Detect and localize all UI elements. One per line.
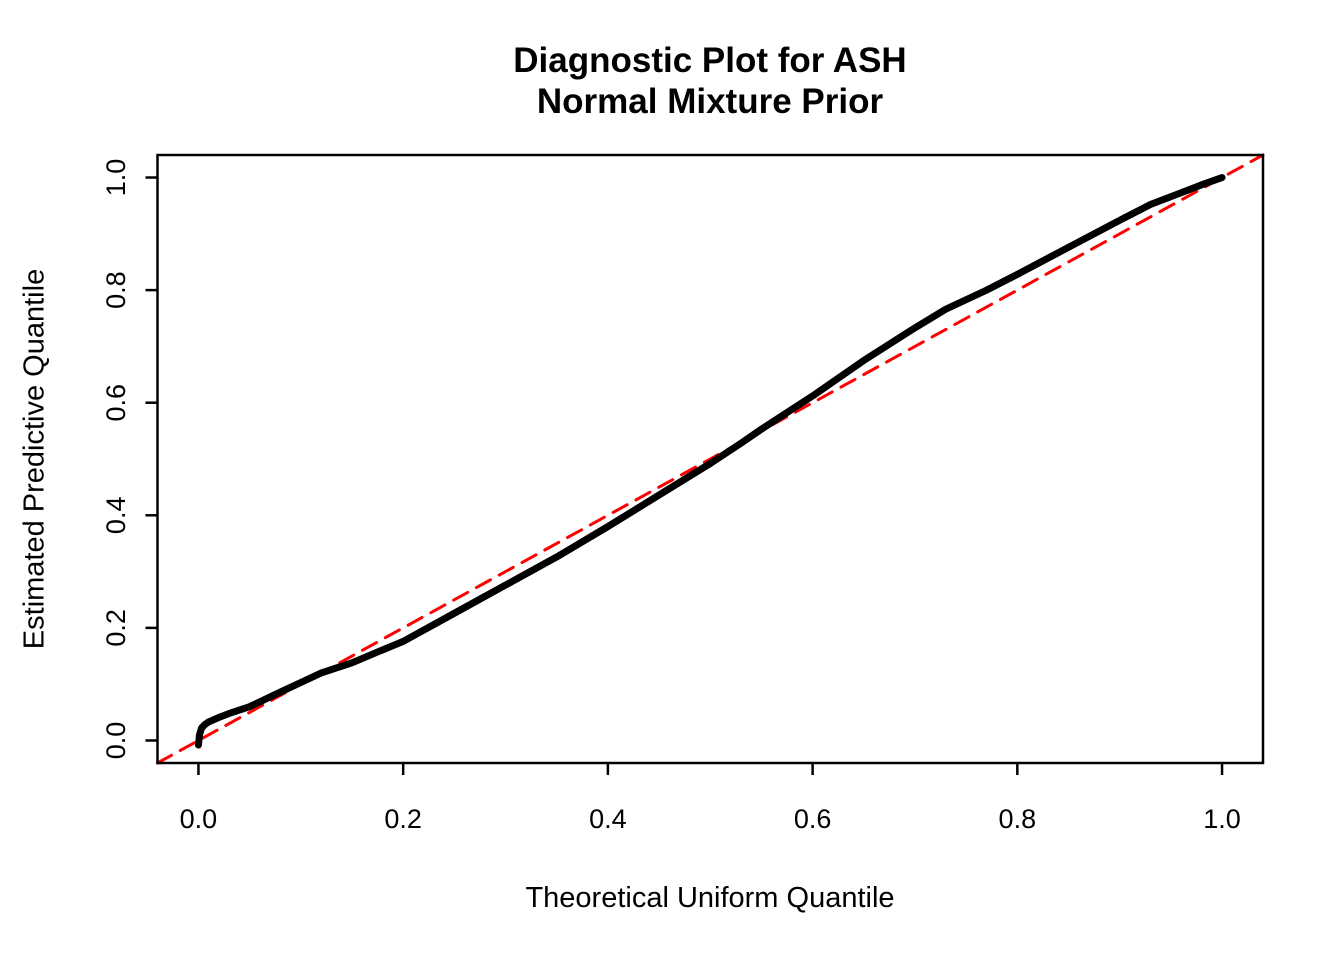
x-axis-label: Theoretical Uniform Quantile: [525, 882, 895, 914]
x-axis-tick-label: 0.2: [384, 804, 422, 834]
x-axis-tick-label: 0.0: [180, 804, 218, 834]
x-axis-tick-label: 0.8: [999, 804, 1037, 834]
estimated-predictive-quantiles: [194, 174, 1226, 749]
y-axis-tick-label: 1.0: [101, 159, 131, 197]
y-axis-tick-label: 0.4: [101, 497, 131, 535]
plot-box: [156, 153, 1265, 765]
y-axis-tick-label: 0.6: [101, 384, 131, 422]
y-axis-label: Estimated Predictive Quantile: [18, 268, 51, 650]
x-axis-tick-label: 0.4: [589, 804, 627, 834]
y-axis-tick-label: 0.8: [101, 271, 131, 309]
chart-title-line-2: Normal Mixture Prior: [536, 82, 884, 121]
chart-title-line-1: Diagnostic Plot for ASH: [513, 41, 907, 80]
y-axis-tick-label: 0.0: [101, 722, 131, 760]
identity-reference-line: [156, 153, 1265, 765]
chart-title: Diagnostic Plot for ASH Normal Mixture P…: [157, 40, 1263, 122]
x-axis-tick-label: 1.0: [1203, 804, 1241, 834]
y-axis-tick-label: 0.2: [101, 609, 131, 647]
x-axis-tick-label: 0.6: [794, 804, 832, 834]
